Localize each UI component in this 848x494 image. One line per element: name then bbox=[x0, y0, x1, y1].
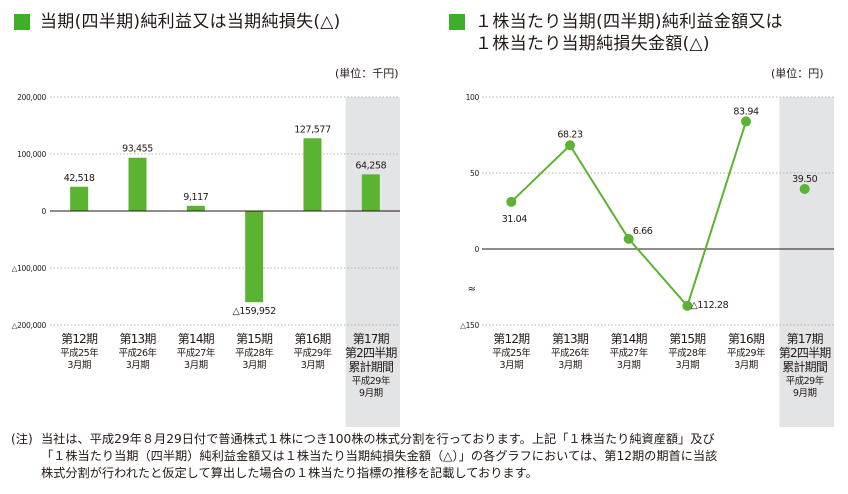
y-tick-label: 0 bbox=[475, 245, 480, 254]
category-label: 第14期 bbox=[611, 332, 648, 346]
y-tick-label: 0 bbox=[42, 207, 47, 216]
left-chart-title-text: 当期(四半期)純利益又は当期純損失(△) bbox=[40, 12, 341, 32]
category-sublabel: 平成25年 bbox=[60, 347, 99, 359]
bar bbox=[70, 186, 89, 211]
category-sublabel: 3月期 bbox=[734, 360, 758, 371]
category-sublabel: 平成26年 bbox=[551, 347, 590, 359]
category-sublabel: 3月期 bbox=[242, 360, 266, 371]
category-sublabel: 3月期 bbox=[617, 360, 641, 371]
category-sublabel: 3月期 bbox=[676, 360, 700, 371]
category-label: 第17期 bbox=[787, 332, 824, 346]
data-label: 39.50 bbox=[792, 174, 818, 185]
category-sublabel: 平成25年 bbox=[492, 347, 531, 359]
footnote: (注) 当社は、平成29年８月29日付で普通株式１株につき100株の株式分割を行… bbox=[11, 431, 841, 482]
y-tick-label: 50 bbox=[470, 169, 479, 178]
category-sublabel: 9月期 bbox=[793, 388, 817, 399]
data-point bbox=[623, 233, 634, 244]
category-sublabel: 3月期 bbox=[500, 360, 524, 371]
y-tick-label: 200,000 bbox=[17, 93, 46, 102]
category-sublabel: 平成27年 bbox=[610, 347, 649, 359]
highlight-band bbox=[779, 97, 835, 427]
category-label: 第15期 bbox=[236, 332, 273, 346]
category-label: 第14期 bbox=[178, 332, 215, 346]
category-label: 第13期 bbox=[119, 332, 156, 346]
category-sublabel: 平成29年 bbox=[786, 375, 825, 387]
y-tick-label: 100,000 bbox=[17, 150, 46, 159]
category-sublabel: 3月期 bbox=[184, 360, 208, 371]
footnote-line: 当社は、平成29年８月29日付で普通株式１株につき100株の株式分割を行っており… bbox=[41, 432, 715, 446]
category-label: 第15期 bbox=[669, 332, 706, 346]
category-sublabel: 平成29年 bbox=[727, 347, 766, 359]
title-square-icon bbox=[14, 14, 30, 30]
data-label: 68.23 bbox=[557, 129, 583, 140]
category-sublabel: 3月期 bbox=[558, 360, 582, 371]
data-label: 127,577 bbox=[294, 124, 331, 135]
data-point bbox=[682, 300, 693, 311]
category-sublabel: 平成29年 bbox=[352, 375, 391, 387]
data-label: 9,117 bbox=[183, 192, 209, 203]
data-label: △159,952 bbox=[232, 306, 276, 317]
category-sublabel: 3月期 bbox=[126, 360, 150, 371]
category-label: 第16期 bbox=[728, 332, 765, 346]
bar bbox=[245, 211, 264, 303]
axis-break-icon: ≈ bbox=[468, 284, 476, 295]
right-chart-title-text: １株当たり当期(四半期)純利益金額又は １株当たり当期純損失金額(△) bbox=[475, 12, 783, 54]
bar bbox=[303, 138, 322, 211]
category-sublabel: 平成28年 bbox=[235, 347, 274, 359]
category-sublabel: 3月期 bbox=[67, 360, 91, 371]
data-point bbox=[741, 116, 752, 127]
data-label: 93,455 bbox=[122, 144, 153, 155]
category-sublabel: 平成26年 bbox=[118, 347, 157, 359]
y-tick-label: △200,000 bbox=[12, 321, 47, 330]
data-label: 83.94 bbox=[733, 106, 759, 117]
data-point bbox=[799, 183, 810, 194]
category-sublabel: 3月期 bbox=[301, 360, 325, 371]
category-label: 累計期間 bbox=[782, 359, 827, 374]
category-label: 第12期 bbox=[61, 332, 98, 346]
data-point bbox=[565, 140, 576, 151]
right-unit-label: (単位：円) bbox=[771, 67, 824, 80]
category-label: 第17期 bbox=[353, 332, 390, 346]
category-label: 累計期間 bbox=[348, 359, 393, 374]
data-label: △112.28 bbox=[690, 300, 728, 311]
category-sublabel: 9月期 bbox=[359, 388, 383, 399]
bar bbox=[128, 157, 147, 211]
right-chart-title: １株当たり当期(四半期)純利益金額又は １株当たり当期純損失金額(△) bbox=[449, 11, 783, 55]
category-label: 第13期 bbox=[552, 332, 589, 346]
title-square-icon bbox=[449, 14, 465, 30]
bar bbox=[361, 174, 380, 211]
y-tick-label: △100,000 bbox=[12, 264, 47, 273]
category-sublabel: 平成29年 bbox=[293, 347, 332, 359]
data-point bbox=[506, 196, 517, 207]
category-label: 第2四半期 bbox=[345, 346, 397, 360]
bar bbox=[186, 205, 205, 211]
data-label: 6.66 bbox=[633, 226, 653, 237]
data-label: 42,518 bbox=[64, 173, 95, 184]
footnote-line: 株式分割が行われたと仮定して算出した場合の１株当たり指標の推移を記載しております… bbox=[41, 466, 538, 480]
highlight-band bbox=[345, 97, 400, 427]
series-line bbox=[510, 121, 747, 308]
category-label: 第16期 bbox=[294, 332, 331, 346]
category-sublabel: 平成27年 bbox=[177, 347, 216, 359]
y-tick-label: 100 bbox=[466, 93, 480, 102]
category-sublabel: 平成28年 bbox=[668, 347, 707, 359]
footnote-line: 「１株当たり当期（四半期）純利益金額又は１株当たり当期純損失金額（△）」の各グラ… bbox=[41, 449, 718, 463]
data-label: 31.04 bbox=[502, 214, 528, 225]
left-unit-label: (単位：千円) bbox=[335, 67, 399, 80]
y-tick-label: △150 bbox=[460, 321, 479, 330]
footnote-mark: (注) bbox=[11, 432, 33, 446]
category-label: 第12期 bbox=[493, 332, 530, 346]
category-label: 第2四半期 bbox=[779, 346, 831, 360]
left-chart-title: 当期(四半期)純利益又は当期純損失(△) bbox=[14, 11, 341, 33]
data-label: 64,258 bbox=[355, 160, 386, 171]
